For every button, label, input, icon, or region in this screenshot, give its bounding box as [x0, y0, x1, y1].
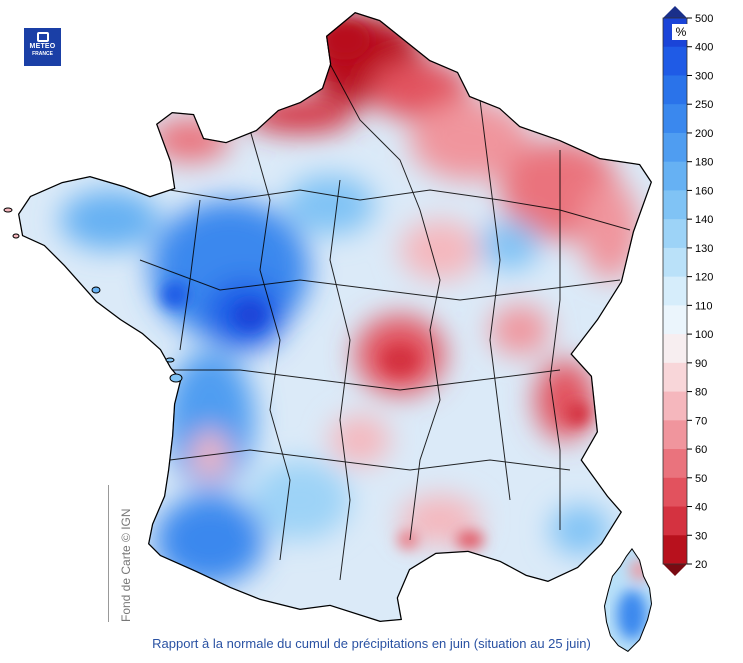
legend-tick-label: 180	[695, 157, 713, 169]
legend-swatch	[663, 420, 687, 450]
legend-swatch	[663, 219, 687, 249]
legend-tick-label: 100	[695, 329, 713, 341]
logo-icon	[36, 32, 49, 42]
legend-swatch	[663, 362, 687, 393]
legend-swatch	[663, 477, 687, 508]
logo-line2: FRANCE	[32, 51, 53, 57]
legend-swatch	[663, 334, 687, 364]
legend-top-arrow	[663, 6, 687, 18]
legend-swatch	[663, 161, 687, 191]
credit-rule	[108, 485, 109, 622]
legend-swatch	[663, 132, 687, 163]
legend-ticks: 500 400 300 250 200 180 160 140 130 120 110 100 90 80…	[687, 13, 713, 571]
legend-swatch	[663, 247, 687, 278]
legend-frame	[662, 17, 688, 565]
map-caption: Rapport à la normale du cumul de précipi…	[152, 636, 591, 651]
legend-tick-label: 200	[695, 128, 713, 140]
legend-tick-label: 90	[695, 358, 707, 370]
legend-tick-label: 70	[695, 415, 707, 427]
legend-unit: %	[672, 24, 690, 40]
legend-swatch	[663, 75, 687, 105]
meteo-france-logo: METEO FRANCE	[24, 28, 61, 66]
legend-swatch	[663, 305, 687, 335]
logo-line1: METEO	[29, 43, 56, 50]
legend-tick-label: 80	[695, 387, 707, 399]
legend-tick-label: 110	[695, 300, 713, 312]
legend-swatch	[663, 506, 687, 536]
legend-tick-label: 250	[695, 99, 713, 111]
legend-tick-label: 30	[695, 530, 707, 542]
legend-swatch	[663, 46, 687, 76]
legend-tick-label: 120	[695, 272, 713, 284]
legend-tick-label: 20	[695, 559, 707, 571]
legend-color-bar	[662, 6, 688, 576]
legend-tick-label: 500	[695, 13, 713, 25]
legend-swatch	[663, 190, 687, 220]
legend-swatch	[663, 104, 687, 134]
legend-swatch	[663, 449, 687, 479]
legend-tick-label: 60	[695, 444, 707, 456]
map-credit: Fond de Carte © IGN	[119, 508, 133, 622]
legend-swatch	[663, 391, 687, 421]
legend-tick-label: 130	[695, 243, 713, 255]
legend-tick-label: 300	[695, 70, 713, 82]
legend-tick-label: 50	[695, 473, 707, 485]
legend-tick-label: 40	[695, 502, 707, 514]
legend-tick-label: 400	[695, 42, 713, 54]
legend-swatch	[663, 535, 687, 565]
legend-swatch	[663, 276, 687, 306]
legend-tick-label: 140	[695, 214, 713, 226]
legend-bottom-arrow	[663, 564, 687, 576]
islands	[3, 207, 183, 383]
legend-tick-label: 160	[695, 185, 713, 197]
